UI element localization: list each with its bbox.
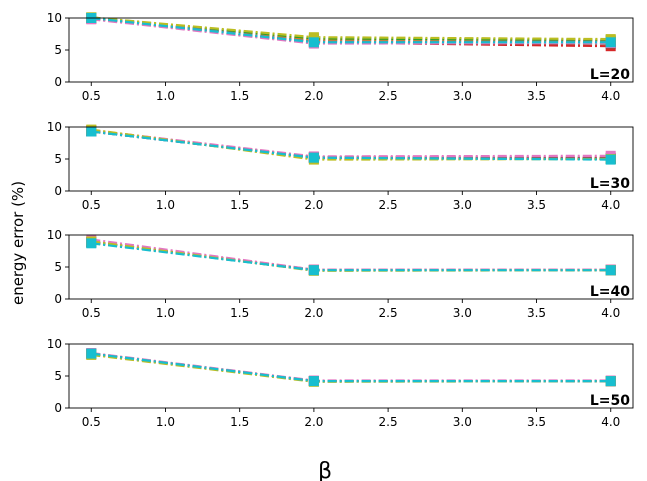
x-tick-label: 0.5 [82, 306, 101, 320]
series-marker [308, 265, 319, 276]
series-line [91, 241, 611, 272]
x-tick-label: 1.0 [156, 89, 175, 103]
x-tick-label: 4.0 [601, 89, 620, 103]
y-tick-label: 5 [54, 369, 62, 383]
y-axis-label: energy error (%) [9, 181, 27, 305]
series-marker [86, 348, 97, 359]
series-line [91, 352, 611, 383]
series-line [91, 242, 611, 272]
series-line [91, 353, 611, 383]
y-tick-label: 10 [47, 11, 62, 25]
series-marker [605, 376, 616, 387]
axes-frame [68, 234, 634, 300]
x-tick-label: 3.5 [527, 89, 546, 103]
x-tick-label: 3.5 [527, 306, 546, 320]
series-line [91, 238, 611, 271]
x-tick-label: 1.0 [156, 415, 175, 429]
y-tick-label: 5 [54, 260, 62, 274]
x-axis-label: β [318, 459, 332, 481]
x-tick-label: 2.5 [379, 89, 398, 103]
x-tick-label: 2.5 [379, 415, 398, 429]
series-line [91, 240, 611, 272]
x-tick-label: 4.0 [601, 198, 620, 212]
series-line [91, 352, 611, 383]
x-tick-label: 2.0 [304, 415, 323, 429]
series-marker [605, 265, 616, 276]
x-tick-label: 1.5 [230, 198, 249, 212]
y-tick-label: 5 [54, 152, 62, 166]
x-tick-label: 0.5 [82, 415, 101, 429]
series-line [91, 129, 611, 161]
series-line [91, 241, 611, 272]
series-marker [86, 126, 97, 137]
series-marker [308, 37, 319, 48]
panels-group: 0.5 1.0 1.5 2.0 2.5 3.0 3.5 4.0 0 5 10 L=20 0.5 1.0 1.… [47, 11, 634, 429]
panel-label: L=20 [590, 67, 630, 83]
x-tick-label: 1.0 [156, 198, 175, 212]
x-tick-label: 0.5 [82, 198, 101, 212]
panel-3: 0.5 1.0 1.5 2.0 2.5 3.0 3.5 4.0 0 5 10 L=40 [47, 228, 634, 320]
series-line [91, 352, 611, 383]
x-tick-label: 1.0 [156, 306, 175, 320]
x-tick-label: 3.0 [453, 89, 472, 103]
panel-4: 0.5 1.0 1.5 2.0 2.5 3.0 3.5 4.0 0 5 10 L=50 [47, 337, 634, 429]
series-line [91, 240, 611, 271]
x-tick-label: 2.0 [304, 306, 323, 320]
series-line [91, 16, 611, 41]
series-marker [308, 32, 319, 43]
y-tick-label: 10 [47, 120, 62, 134]
series-line [91, 240, 611, 272]
y-tick-label: 5 [54, 43, 62, 57]
series-marker [308, 152, 319, 163]
x-tick-label: 1.5 [230, 415, 249, 429]
series-line [91, 352, 611, 383]
x-tick-label: 4.0 [601, 415, 620, 429]
series-line [91, 130, 611, 160]
series-line [91, 240, 611, 272]
series-line [91, 351, 611, 382]
series-line [91, 129, 611, 158]
y-tick-label: 0 [54, 401, 62, 415]
series-line [91, 240, 611, 272]
y-tick-label: 0 [54, 292, 62, 306]
x-tick-label: 3.0 [453, 198, 472, 212]
panel-label: L=30 [590, 176, 630, 192]
x-tick-label: 3.0 [453, 306, 472, 320]
panel-2: 0.5 1.0 1.5 2.0 2.5 3.0 3.5 4.0 0 5 10 L=30 [47, 120, 634, 212]
series-marker [605, 154, 616, 165]
series-line [91, 352, 611, 383]
series-line [91, 353, 611, 383]
x-tick-label: 2.5 [379, 306, 398, 320]
x-tick-label: 2.0 [304, 198, 323, 212]
x-tick-label: 2.0 [304, 89, 323, 103]
x-tick-label: 0.5 [82, 89, 101, 103]
series-line [91, 129, 611, 160]
panel-label: L=50 [590, 393, 630, 409]
series-marker [86, 238, 97, 249]
x-tick-label: 3.0 [453, 415, 472, 429]
series-line [91, 129, 611, 160]
y-tick-label: 10 [47, 337, 62, 351]
series-line [91, 352, 611, 383]
series-line [91, 352, 611, 383]
y-tick-label: 0 [54, 184, 62, 198]
series-marker [308, 376, 319, 387]
x-tick-label: 2.5 [379, 198, 398, 212]
axes-frame [68, 17, 634, 83]
axes-frame [68, 343, 634, 409]
x-tick-label: 3.5 [527, 415, 546, 429]
x-tick-label: 4.0 [601, 306, 620, 320]
y-tick-label: 0 [54, 75, 62, 89]
series-line [91, 129, 611, 159]
panel-1: 0.5 1.0 1.5 2.0 2.5 3.0 3.5 4.0 0 5 10 L=20 [47, 11, 634, 103]
series-line [91, 240, 611, 272]
x-tick-label: 1.5 [230, 89, 249, 103]
x-tick-label: 3.5 [527, 198, 546, 212]
series-marker [605, 37, 616, 48]
panel-label: L=40 [590, 284, 630, 300]
x-tick-label: 1.5 [230, 306, 249, 320]
y-tick-label: 10 [47, 228, 62, 242]
